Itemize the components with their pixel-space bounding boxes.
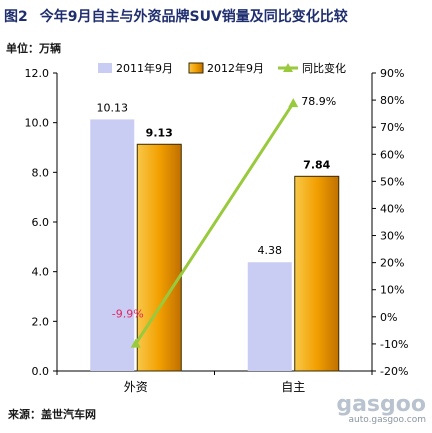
bar	[136, 143, 182, 372]
y-right-tick-label: -20%	[380, 365, 408, 378]
legend-label: 同比变化	[302, 61, 346, 75]
bar	[247, 262, 292, 371]
y-right-tick-label: 60%	[380, 148, 404, 161]
y-left-tick-label: 6.0	[32, 216, 50, 229]
y-right-tick-label: 70%	[380, 121, 404, 134]
y-right-tick-label: 40%	[380, 202, 404, 215]
bar	[90, 119, 135, 372]
x-tick-label: 外资	[124, 380, 148, 394]
line-data-label: 78.9%	[301, 95, 336, 108]
figure-label: 图2	[4, 9, 28, 25]
source-note: 来源：盖世汽车网	[8, 406, 96, 422]
title-text: 今年9月自主与外资品牌SUV销量及同比变化比较	[39, 9, 348, 25]
legend-swatch	[98, 63, 112, 73]
y-left-tick-label: 4.0	[32, 266, 50, 279]
watermark-url: auto.gasgoo.com	[348, 415, 426, 425]
y-right-tick-label: 20%	[380, 257, 404, 270]
y-left-tick-label: 12.0	[25, 67, 50, 80]
y-right-tick-label: 50%	[380, 175, 404, 188]
y-left-tick-label: 2.0	[32, 315, 50, 328]
legend-marker	[283, 63, 293, 72]
x-tick-label: 自主	[281, 380, 305, 394]
watermark-logo: gasgoo	[336, 392, 426, 417]
legend-swatch	[188, 62, 204, 74]
y-left-tick-label: 0.0	[32, 365, 50, 378]
line-series	[134, 102, 295, 345]
bar	[294, 175, 340, 372]
bar-data-label: 4.38	[258, 244, 283, 257]
y-right-tick-label: 0%	[380, 311, 397, 324]
y-right-tick-label: 10%	[380, 284, 404, 297]
y-right-tick-label: -10%	[380, 338, 408, 351]
y-right-tick-label: 30%	[380, 230, 404, 243]
y-right-tick-label: 80%	[380, 94, 404, 107]
y-right-tick-label: 90%	[380, 67, 404, 80]
y-left-tick-label: 10.0	[25, 117, 50, 130]
source-label: 来源：	[8, 408, 41, 421]
line-marker	[130, 338, 141, 348]
bar-data-label: 10.13	[97, 101, 129, 114]
source-value: 盖世汽车网	[41, 408, 96, 421]
legend-label: 2012年9月	[207, 61, 264, 75]
bar-data-label: 7.84	[303, 158, 330, 171]
bar-data-label: 9.13	[146, 126, 173, 139]
y-left-tick-label: 8.0	[32, 166, 50, 179]
chart-title: 图2 今年9月自主与外资品牌SUV销量及同比变化比较	[4, 6, 428, 26]
watermark: gasgoo auto.gasgoo.com	[336, 394, 426, 425]
line-marker	[288, 98, 299, 108]
line-data-label: -9.9%	[112, 308, 144, 321]
legend-label: 2011年9月	[116, 61, 173, 75]
unit-label: 单位：万辆	[6, 42, 61, 55]
